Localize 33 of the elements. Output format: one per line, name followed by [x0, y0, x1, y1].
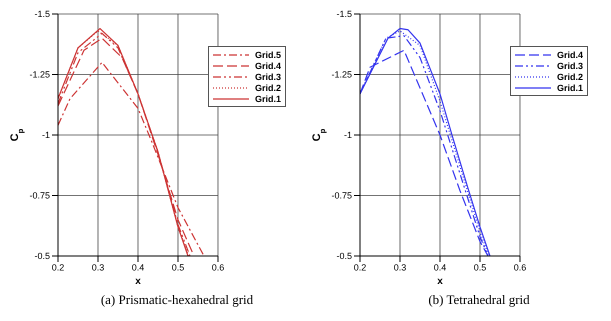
- x-axis-title: x: [135, 276, 142, 287]
- legend-label: Grid.3: [556, 60, 583, 70]
- x-tick-label: 0.5: [172, 262, 184, 272]
- legend-label: Grid.1: [556, 82, 583, 92]
- y-tick-label: -0.5: [336, 251, 352, 262]
- legend-label: Grid.2: [254, 82, 281, 92]
- x-tick-label: 0.2: [52, 262, 64, 272]
- x-tick-label: 0.6: [212, 262, 224, 272]
- x-tick-label: 0.2: [354, 262, 366, 272]
- text: (a) Prismatic-hexahedral grid: [100, 292, 254, 308]
- x-tick-label: 0.3: [92, 262, 104, 272]
- y-tick-label: -1.5: [336, 9, 352, 20]
- y-tick-label: -1.5: [34, 9, 50, 20]
- legend-label: Grid.2: [556, 72, 583, 82]
- x-tick-label: 0.4: [434, 262, 446, 272]
- y-tick-label: -1: [42, 130, 50, 140]
- legend-label: Grid.3: [254, 72, 281, 82]
- y-tick-label: -1.25: [29, 70, 50, 80]
- x-axis-title: x: [437, 276, 444, 287]
- legend-label: Grid.5: [254, 50, 281, 60]
- y-tick-label: -0.75: [331, 190, 352, 201]
- legend-label: Grid.4: [254, 60, 281, 70]
- y-tick-label: -0.5: [34, 251, 50, 262]
- y-tick-label: -1: [344, 130, 352, 140]
- x-tick-label: 0.3: [394, 262, 406, 272]
- text: (b) Tetrahedral grid: [427, 292, 531, 308]
- legend-label: Grid.1: [254, 94, 281, 104]
- x-tick-label: 0.4: [132, 262, 144, 272]
- y-tick-label: -0.75: [29, 190, 50, 201]
- legend-label: Grid.4: [556, 50, 583, 60]
- x-tick-label: 0.6: [514, 262, 526, 272]
- x-tick-label: 0.5: [474, 262, 486, 272]
- y-tick-label: -1.25: [331, 70, 352, 80]
